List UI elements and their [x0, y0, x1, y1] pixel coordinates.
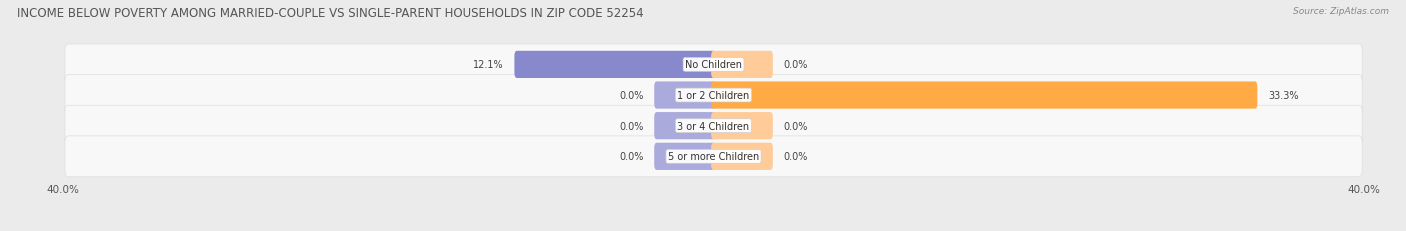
FancyBboxPatch shape — [65, 106, 1362, 146]
Text: 0.0%: 0.0% — [783, 60, 808, 70]
Text: 5 or more Children: 5 or more Children — [668, 152, 759, 162]
FancyBboxPatch shape — [515, 52, 716, 79]
Text: No Children: No Children — [685, 60, 742, 70]
Text: 0.0%: 0.0% — [783, 121, 808, 131]
Text: 3 or 4 Children: 3 or 4 Children — [678, 121, 749, 131]
FancyBboxPatch shape — [65, 45, 1362, 85]
FancyBboxPatch shape — [654, 143, 716, 170]
Text: 12.1%: 12.1% — [474, 60, 503, 70]
Text: 33.3%: 33.3% — [1268, 91, 1298, 101]
Text: 0.0%: 0.0% — [783, 152, 808, 162]
FancyBboxPatch shape — [711, 112, 773, 140]
Text: 0.0%: 0.0% — [619, 121, 644, 131]
FancyBboxPatch shape — [711, 143, 773, 170]
FancyBboxPatch shape — [654, 112, 716, 140]
FancyBboxPatch shape — [711, 52, 773, 79]
FancyBboxPatch shape — [65, 75, 1362, 116]
Text: INCOME BELOW POVERTY AMONG MARRIED-COUPLE VS SINGLE-PARENT HOUSEHOLDS IN ZIP COD: INCOME BELOW POVERTY AMONG MARRIED-COUPL… — [17, 7, 644, 20]
FancyBboxPatch shape — [711, 82, 1257, 109]
FancyBboxPatch shape — [65, 136, 1362, 177]
Text: 0.0%: 0.0% — [619, 152, 644, 162]
Text: 0.0%: 0.0% — [619, 91, 644, 101]
FancyBboxPatch shape — [654, 82, 716, 109]
Text: Source: ZipAtlas.com: Source: ZipAtlas.com — [1294, 7, 1389, 16]
Text: 1 or 2 Children: 1 or 2 Children — [678, 91, 749, 101]
